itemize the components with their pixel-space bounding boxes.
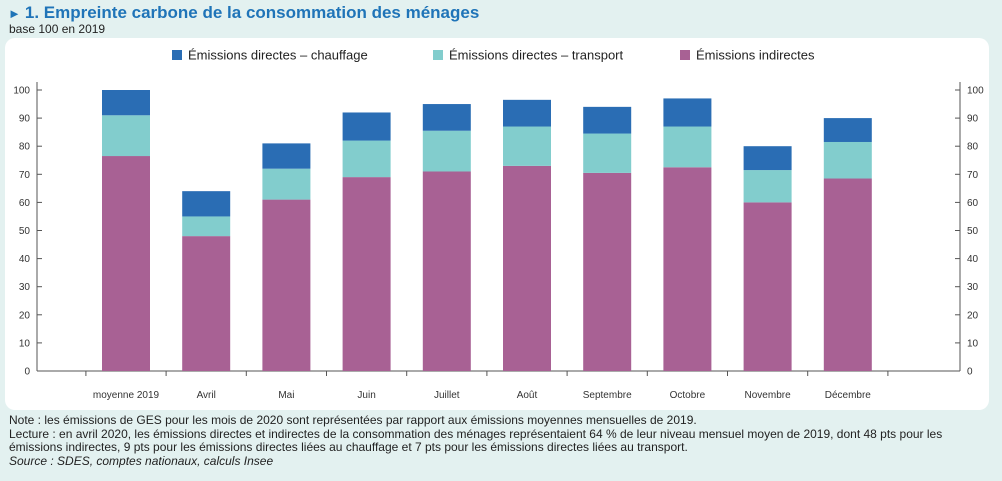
y-tick-label-left: 30 <box>19 282 31 293</box>
y-tick-label-left: 60 <box>19 198 31 209</box>
chart-subtitle: base 100 en 2019 <box>9 22 106 36</box>
y-tick-label-left: 40 <box>19 254 31 265</box>
legend-label: Émissions indirectes <box>696 48 815 63</box>
y-tick-label-right: 70 <box>967 170 979 181</box>
y-tick-label-left: 20 <box>19 310 31 321</box>
y-tick-label-right: 50 <box>967 226 979 237</box>
bar-segment <box>503 165 551 371</box>
bar-segment <box>342 112 391 141</box>
bar-segment <box>102 156 150 371</box>
y-tick-label-left: 100 <box>13 86 30 97</box>
y-tick-label-right: 40 <box>967 254 979 265</box>
x-tick-label: Novembre <box>745 390 792 401</box>
chart-title: ► 1. Empreinte carbone de la consommation… <box>8 3 479 23</box>
bar-segment <box>663 167 712 371</box>
bar-segment <box>182 191 231 217</box>
bar-segment <box>422 130 471 172</box>
title-arrow-icon: ► <box>8 6 21 21</box>
x-tick-label: Juillet <box>434 390 460 401</box>
bar-segment <box>583 133 632 173</box>
legend-label: Émissions directes – chauffage <box>188 48 368 63</box>
bar-segment <box>422 171 471 371</box>
bar-segment <box>262 199 311 371</box>
bar-segment <box>182 236 231 371</box>
bar-segment <box>102 90 150 116</box>
bar-segment <box>743 146 792 171</box>
x-tick-label: Septembre <box>583 390 632 401</box>
y-tick-label-left: 70 <box>19 170 31 181</box>
y-tick-label-right: 60 <box>967 198 979 209</box>
bar-segment <box>583 106 632 134</box>
bar-segment <box>583 172 632 371</box>
y-tick-label-right: 30 <box>967 282 979 293</box>
lecture-text: Lecture : en avril 2020, les émissions d… <box>9 426 943 454</box>
y-tick-label-right: 100 <box>967 86 984 97</box>
bar-segment <box>342 177 391 371</box>
chart-panel: 0 0 10 10 20 20 30 30 40 40 50 50 60 60 70 70 80 80 90 90 10… <box>5 38 989 410</box>
y-tick-label-left: 0 <box>24 367 30 378</box>
x-tick-label: Avril <box>197 390 216 401</box>
source-text: Source : SDES, comptes nationaux, calcul… <box>9 453 274 468</box>
y-tick-label-right: 20 <box>967 310 979 321</box>
legend-swatch <box>680 50 690 60</box>
bar-segment <box>342 140 391 178</box>
stacked-bar-chart: 0 0 10 10 20 20 30 30 40 40 50 50 60 60 70 70 80 80 90 90 10… <box>13 48 984 402</box>
bar-segment <box>663 126 712 168</box>
x-tick-label: moyenne 2019 <box>93 390 160 401</box>
legend-swatch <box>172 50 182 60</box>
note-text: Note : les émissions de GES pour les moi… <box>9 413 697 427</box>
y-tick-label-left: 50 <box>19 226 31 237</box>
bar-segment <box>743 202 792 371</box>
bar-segment <box>503 126 551 166</box>
bar-segment <box>823 118 872 142</box>
x-tick-label: Mai <box>278 390 294 401</box>
y-tick-label-left: 10 <box>19 338 31 349</box>
x-tick-label: Juin <box>357 390 375 401</box>
bar-segment <box>663 98 712 127</box>
y-tick-label-left: 80 <box>19 142 31 153</box>
chart-notes: Note : les émissions de GES pour les moi… <box>9 413 994 468</box>
x-tick-label: Août <box>517 390 538 401</box>
bar-segment <box>262 168 311 200</box>
legend-label: Émissions directes – transport <box>449 48 624 63</box>
bar-segment <box>262 143 311 169</box>
y-tick-label-right: 80 <box>967 142 979 153</box>
bar-segment <box>182 216 231 237</box>
bar-segment <box>823 141 872 179</box>
bar-segment <box>422 104 471 131</box>
bar-segment <box>102 115 150 157</box>
legend-swatch <box>433 50 443 60</box>
y-tick-label-right: 10 <box>967 338 979 349</box>
y-tick-label-left: 90 <box>19 114 31 125</box>
x-tick-label: Décembre <box>825 390 872 401</box>
y-tick-label-right: 90 <box>967 114 979 125</box>
bar-segment <box>823 178 872 371</box>
x-tick-label: Octobre <box>670 390 706 401</box>
bar-segment <box>503 99 551 127</box>
y-tick-label-right: 0 <box>967 367 973 378</box>
bar-segment <box>743 170 792 203</box>
chart-title-text: 1. Empreinte carbone de la consommation … <box>24 3 480 22</box>
